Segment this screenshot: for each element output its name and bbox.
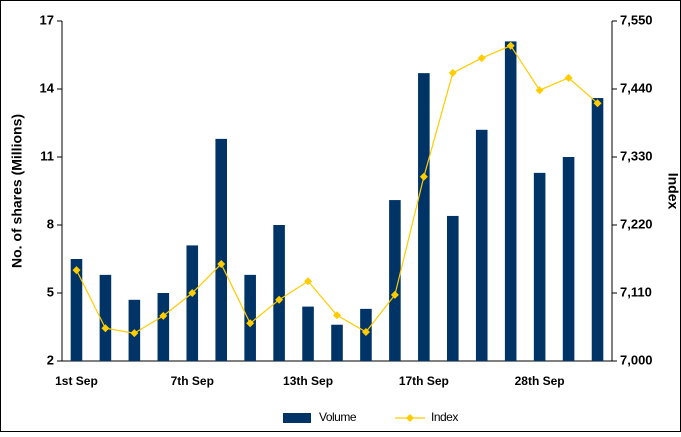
x-tick-label: 28th Sep <box>515 374 565 388</box>
index-marker <box>564 73 573 82</box>
index-marker <box>275 295 284 304</box>
bar <box>99 274 112 361</box>
y2-tick-label: 7,000 <box>620 352 653 367</box>
bar <box>447 215 459 361</box>
y2-tick-label: 7,550 <box>620 12 653 27</box>
y2-tick-label: 7,220 <box>620 216 653 231</box>
index-marker <box>390 290 399 299</box>
y-tick-label: 14 <box>40 80 55 95</box>
y-tick-label: 11 <box>40 148 54 163</box>
index-marker <box>188 289 197 297</box>
bar <box>186 245 199 361</box>
legend-swatch <box>406 414 414 422</box>
bar <box>533 172 546 361</box>
bar <box>157 293 170 361</box>
y2-axis-label: Index <box>665 173 681 210</box>
x-tick-label: 1st Sep <box>55 374 98 388</box>
x-tick-label: 7th Sep <box>171 374 214 388</box>
bar <box>475 129 488 361</box>
bar <box>244 274 256 361</box>
x-tick-label: 13th Sep <box>283 374 333 388</box>
bar <box>215 138 227 361</box>
index-marker <box>101 324 110 333</box>
index-marker <box>159 311 168 320</box>
index-marker <box>477 54 486 63</box>
legend-label: Index <box>431 410 458 424</box>
y2-tick-label: 7,110 <box>620 284 652 299</box>
index-marker <box>535 86 544 95</box>
bar <box>389 200 401 361</box>
y-tick-label: 5 <box>47 284 54 299</box>
bar <box>273 225 285 361</box>
bar <box>504 41 517 362</box>
index-marker <box>304 277 313 286</box>
index-marker <box>130 329 139 338</box>
x-tick-label: 17th Sep <box>399 374 449 388</box>
bar <box>591 98 604 362</box>
y-tick-label: 8 <box>47 216 54 231</box>
index-marker <box>72 266 81 275</box>
index-marker <box>448 68 457 77</box>
bar <box>70 259 83 361</box>
bar <box>331 324 343 361</box>
bar <box>418 73 430 361</box>
index-marker <box>333 311 341 320</box>
y-axis-label: No. of shares (Millions) <box>9 114 25 268</box>
y-tick-label: 2 <box>47 352 54 367</box>
index-marker <box>217 259 226 268</box>
bar <box>302 306 314 361</box>
y2-tick-label: 7,330 <box>620 148 653 163</box>
legend-label: Volume <box>319 410 357 424</box>
legend-swatch <box>283 413 311 423</box>
index-marker <box>593 99 602 108</box>
index-marker <box>246 319 255 328</box>
y2-tick-label: 7,440 <box>620 80 653 95</box>
index-marker <box>419 172 428 181</box>
bar <box>562 157 575 361</box>
index-marker <box>361 327 370 336</box>
y-tick-label: 17 <box>40 12 54 27</box>
index-marker <box>506 41 515 50</box>
